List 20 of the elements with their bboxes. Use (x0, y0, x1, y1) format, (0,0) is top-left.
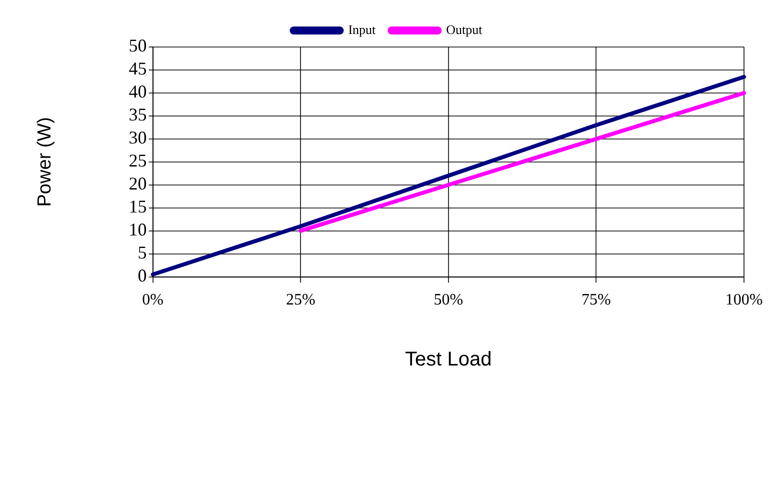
legend-label: Output (446, 22, 483, 37)
legend-label: Input (348, 22, 376, 37)
x-tick-label: 100% (725, 292, 763, 309)
y-tick-label: 30 (128, 128, 147, 148)
y-tick-label: 40 (128, 82, 147, 102)
x-tick-label: 75% (582, 292, 611, 309)
y-axis-title: Power (W) (34, 117, 56, 207)
y-tick-label: 10 (128, 220, 147, 240)
x-tick-label: 25% (286, 292, 316, 309)
y-tick-label: 35 (128, 104, 147, 125)
y-tick-label: 45 (128, 58, 147, 79)
y-tick-label: 0 (138, 266, 147, 286)
y-tick-label: 25 (128, 150, 147, 171)
y-tick-label: 20 (128, 174, 147, 194)
y-tick-label: 15 (128, 196, 147, 217)
x-axis-title: Test Load (405, 348, 492, 371)
x-tick-label: 50% (434, 292, 464, 309)
y-tick-label: 50 (128, 36, 147, 56)
y-tick-label: 5 (138, 242, 147, 263)
x-tick-label: 0% (142, 292, 164, 309)
